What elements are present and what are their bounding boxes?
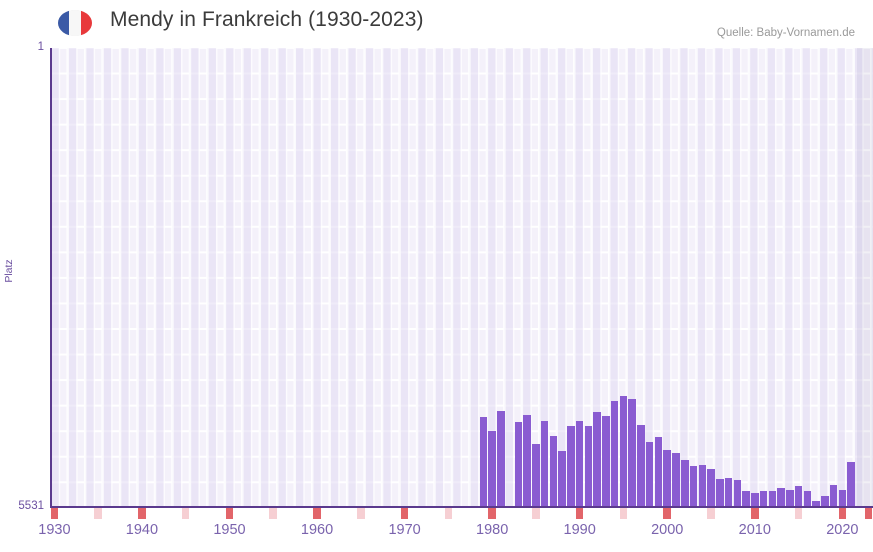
x-tick-mark	[838, 508, 847, 519]
bar	[786, 489, 794, 508]
x-tick-mark-minor	[94, 508, 102, 519]
bar	[628, 398, 636, 508]
bar	[742, 491, 750, 508]
bar	[610, 401, 619, 508]
x-tick-label: 1950	[213, 522, 246, 538]
x-axis-ticks: 1930 1940 1950 1960 1970 1980 1990 2000 2010 2020	[38, 508, 873, 552]
bar	[619, 396, 628, 508]
bar	[575, 420, 584, 508]
x-tick-mark-minor	[357, 508, 365, 519]
bar	[751, 492, 759, 508]
x-tick-mark-minor	[707, 508, 715, 519]
bar	[549, 435, 558, 508]
bar	[672, 453, 680, 508]
x-tick-mark	[313, 508, 321, 519]
bar	[558, 451, 566, 508]
bar	[532, 443, 540, 508]
y-axis-label-top: 1	[37, 41, 44, 53]
x-tick-mark	[138, 508, 146, 519]
x-tick-mark	[751, 508, 759, 519]
source-attribution: Quelle: Baby-Vornamen.de	[716, 27, 855, 39]
bar	[724, 477, 733, 508]
bar	[497, 410, 505, 508]
bar	[803, 491, 812, 508]
x-tick-mark-minor	[181, 508, 190, 519]
bar-series	[50, 48, 873, 508]
bar	[602, 416, 610, 508]
x-tick-label: 1940	[125, 522, 159, 538]
chart-header: Mendy in Frankreich (1930-2023) Quelle: …	[0, 0, 873, 46]
x-tick-label: 1930	[38, 522, 71, 538]
bar	[645, 442, 654, 508]
x-tick-mark	[575, 508, 584, 519]
plot-area	[50, 48, 873, 508]
bar	[488, 431, 496, 508]
bar	[733, 479, 742, 508]
bar	[821, 496, 829, 508]
y-axis-title: Platz	[3, 259, 15, 283]
x-tick-mark	[488, 508, 496, 519]
x-tick-mark	[400, 508, 409, 519]
x-tick-mark-end	[864, 508, 873, 519]
y-axis-label-bottom: 5531	[18, 500, 44, 512]
bar	[479, 416, 488, 508]
bar	[663, 449, 671, 508]
bar	[759, 491, 768, 508]
grid-column-lines	[50, 48, 873, 508]
bar	[768, 491, 777, 508]
x-tick-label: 1980	[476, 522, 509, 538]
x-tick-mark-minor	[444, 508, 453, 519]
bar	[698, 464, 707, 508]
bar	[514, 422, 523, 508]
bar	[777, 487, 785, 508]
bar	[794, 486, 803, 508]
x-tick-label: 1990	[563, 522, 596, 538]
x-axis-line	[50, 506, 873, 508]
bar	[847, 462, 855, 508]
x-tick-label: 2020	[826, 522, 859, 538]
bar	[838, 489, 847, 508]
bar	[523, 414, 531, 508]
x-tick-label: 2010	[738, 522, 771, 538]
x-tick-label: 1960	[300, 522, 334, 538]
bar	[593, 412, 601, 508]
bar	[637, 424, 645, 508]
x-tick-mark-minor	[269, 508, 277, 519]
y-axis-line	[50, 48, 52, 508]
bar	[716, 478, 724, 508]
bar	[654, 437, 663, 508]
x-tick-mark-minor	[794, 508, 803, 519]
no-data-shading	[857, 48, 873, 508]
france-flag-icon	[58, 10, 92, 36]
bar	[812, 501, 820, 508]
x-tick-mark-minor	[532, 508, 540, 519]
page-title: Mendy in Frankreich (1930-2023)	[110, 8, 424, 31]
bar	[540, 421, 549, 508]
bar	[829, 485, 838, 508]
x-tick-label: 1970	[388, 522, 421, 538]
x-tick-mark	[50, 508, 59, 519]
x-tick-mark	[663, 508, 671, 519]
x-tick-mark-minor	[619, 508, 628, 519]
bar	[707, 468, 715, 508]
bar	[680, 459, 689, 508]
bar	[584, 426, 593, 508]
bar	[689, 465, 698, 508]
bar	[567, 425, 575, 508]
x-tick-label: 2000	[651, 522, 684, 538]
x-tick-mark	[225, 508, 234, 519]
